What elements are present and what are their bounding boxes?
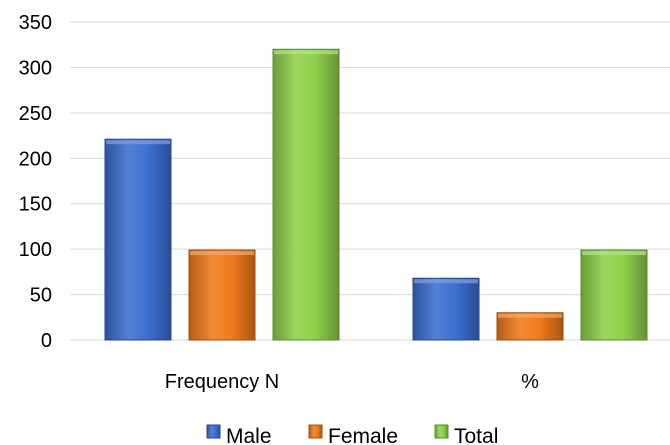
y-tick-label: 200 <box>19 148 52 170</box>
bars <box>104 48 648 341</box>
bar-top-bevel <box>106 140 170 145</box>
x-axis-categories: Frequency N% <box>165 371 539 393</box>
y-tick-label: 350 <box>19 12 52 34</box>
bar-top-bevel <box>190 251 254 256</box>
category-label-percent: % <box>521 371 539 393</box>
category-label-frequency-n: Frequency N <box>165 371 280 393</box>
legend-swatch-total <box>434 424 449 439</box>
bar-top-bevel <box>498 313 562 318</box>
bar-total-percent <box>580 249 648 341</box>
legend: Male Female Total <box>206 424 498 445</box>
y-tick-label: 150 <box>19 194 52 216</box>
bar-female-frequency-n <box>188 249 256 341</box>
bar-top-bevel <box>274 50 338 55</box>
legend-label-male: Male <box>226 425 272 445</box>
legend-swatch-male <box>206 424 221 439</box>
bar-male-percent <box>412 277 480 341</box>
bar-total-frequency-n <box>272 48 340 341</box>
y-axis-ticks: 0 50 100 150 200 250 300 350 <box>19 12 52 352</box>
y-tick-label: 300 <box>19 57 52 79</box>
y-tick-label: 50 <box>30 285 52 307</box>
legend-label-female: Female <box>328 425 398 445</box>
y-tick-label: 250 <box>19 103 52 125</box>
bar-male-frequency-n <box>104 138 172 341</box>
legend-label-total: Total <box>454 425 498 445</box>
bar-top-bevel <box>414 279 478 284</box>
y-tick-label: 100 <box>19 239 52 261</box>
bar-top-bevel <box>582 251 646 256</box>
legend-swatch-female <box>308 424 323 439</box>
y-tick-label: 0 <box>41 330 52 352</box>
